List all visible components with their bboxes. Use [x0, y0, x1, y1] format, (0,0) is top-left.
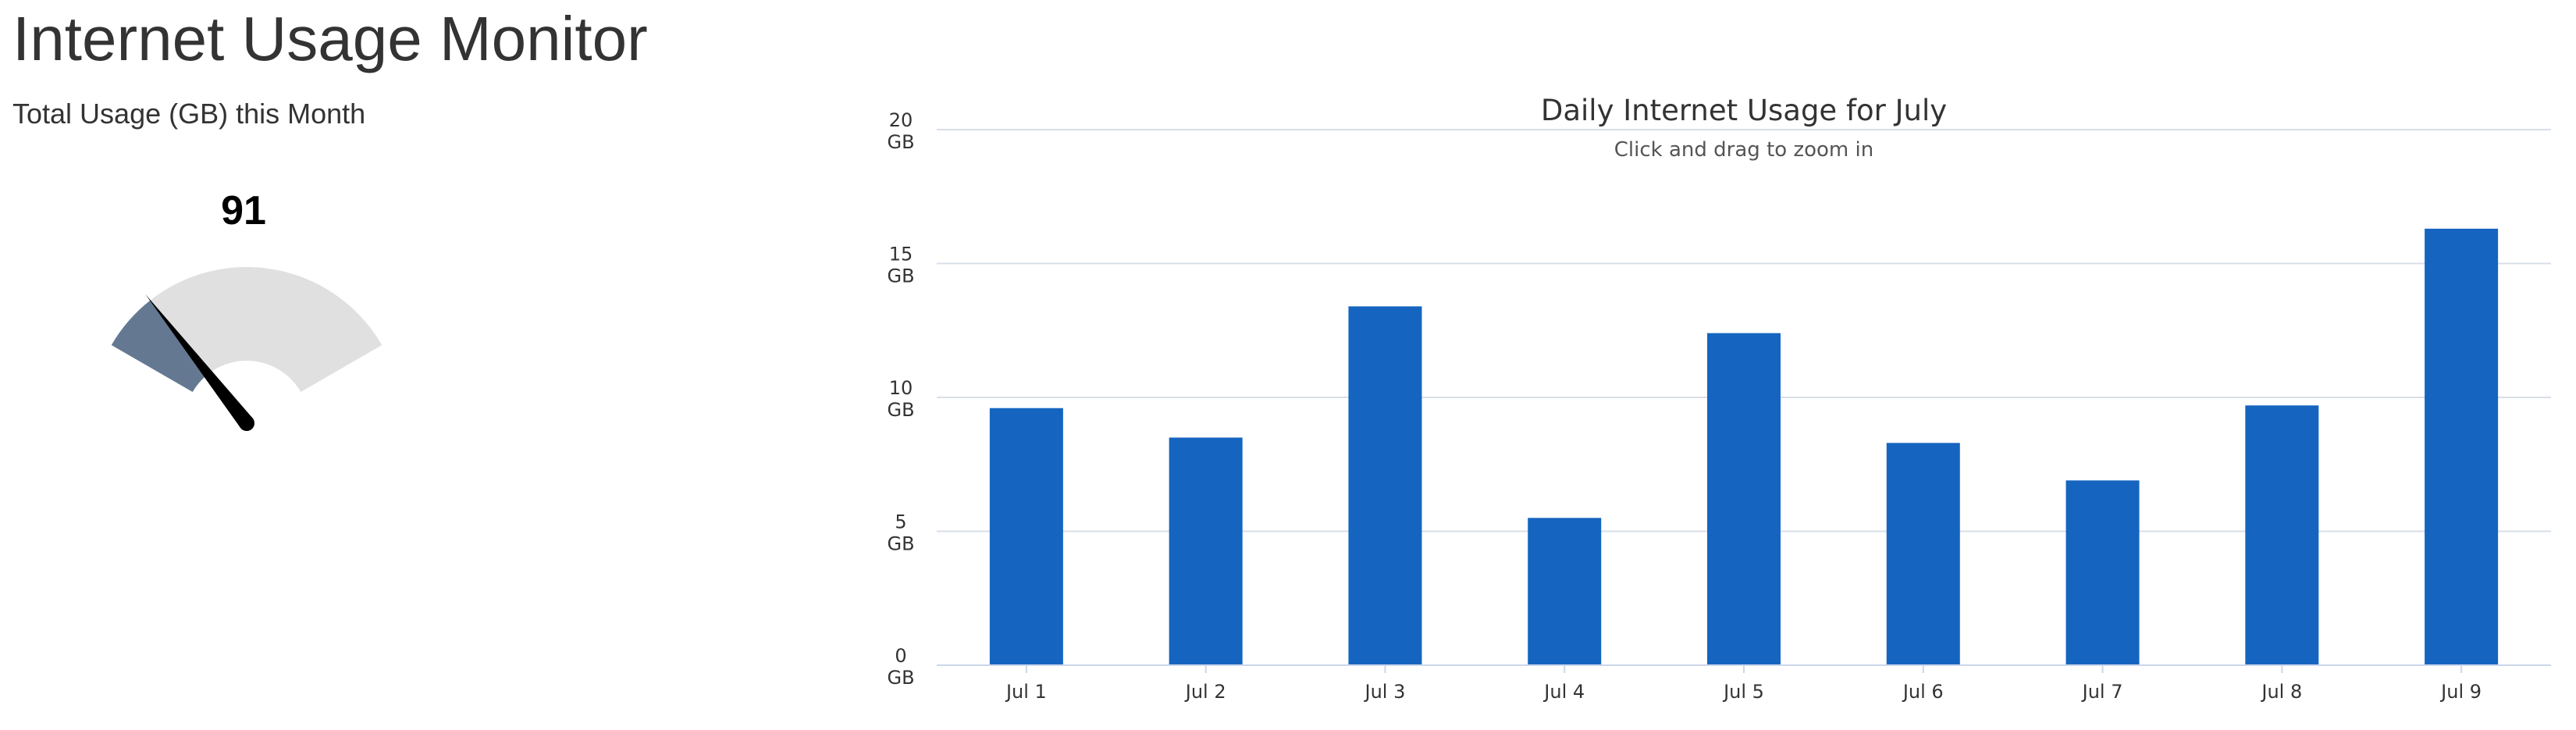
y-tick-unit: GB [887, 533, 914, 555]
page-title: Internet Usage Monitor [12, 4, 648, 73]
gauge-value-label: 91 [221, 188, 266, 233]
gauge-panel: Total Usage (GB) this Month 91 [0, 86, 820, 726]
x-tick-label: Jul 9 [2439, 681, 2482, 703]
x-tick-label: Jul 6 [1902, 681, 1944, 703]
bar-jul-4[interactable] [1528, 518, 1602, 665]
gauge-needle [145, 294, 254, 431]
bar-jul-9[interactable] [2425, 228, 2499, 665]
bar-jul-8[interactable] [2245, 405, 2319, 665]
bar-jul-3[interactable] [1348, 306, 1422, 665]
gauge-needle-pivot [239, 415, 254, 431]
y-tick-label: 0 [895, 645, 906, 667]
y-tick-unit: GB [887, 667, 914, 689]
y-tick-label: 10 [889, 377, 913, 399]
x-tick-label: Jul 8 [2260, 681, 2302, 703]
chart-title: Daily Internet Usage for July [1541, 94, 1947, 127]
gauge-heading: Total Usage (GB) this Month [12, 98, 366, 130]
x-tick-label: Jul 2 [1184, 681, 1226, 703]
y-tick-unit: GB [887, 131, 914, 153]
x-tick-label: Jul 7 [2081, 681, 2123, 703]
chart-subtitle: Click and drag to zoom in [1614, 138, 1873, 162]
y-tick-label: 5 [895, 511, 906, 533]
y-tick-label: 20 [889, 109, 913, 131]
bars [989, 228, 2499, 665]
y-tick-label: 15 [889, 244, 913, 265]
x-tick-label: Jul 4 [1542, 681, 1585, 703]
usage-gauge: 91 [111, 188, 382, 431]
y-tick-unit: GB [887, 399, 914, 421]
bar-jul-5[interactable] [1707, 333, 1781, 665]
x-tick-label: Jul 5 [1722, 681, 1764, 703]
bar-jul-1[interactable] [989, 408, 1063, 665]
y-tick-unit: GB [887, 265, 914, 287]
gauge-fill [111, 300, 208, 392]
x-tick-label: Jul 1 [1005, 681, 1047, 703]
x-tick-label: Jul 3 [1364, 681, 1406, 703]
bar-jul-2[interactable] [1169, 437, 1243, 665]
chart-panel: 0 GB 5 GB 10 GB 15 GB 20 GB Jul 1 Jul 2 Jul 3 Jul 4 Ju… [820, 0, 2576, 726]
bar-jul-6[interactable] [1886, 443, 1960, 665]
gauge-needle-pointer [145, 294, 253, 429]
bar-jul-7[interactable] [2065, 480, 2140, 665]
